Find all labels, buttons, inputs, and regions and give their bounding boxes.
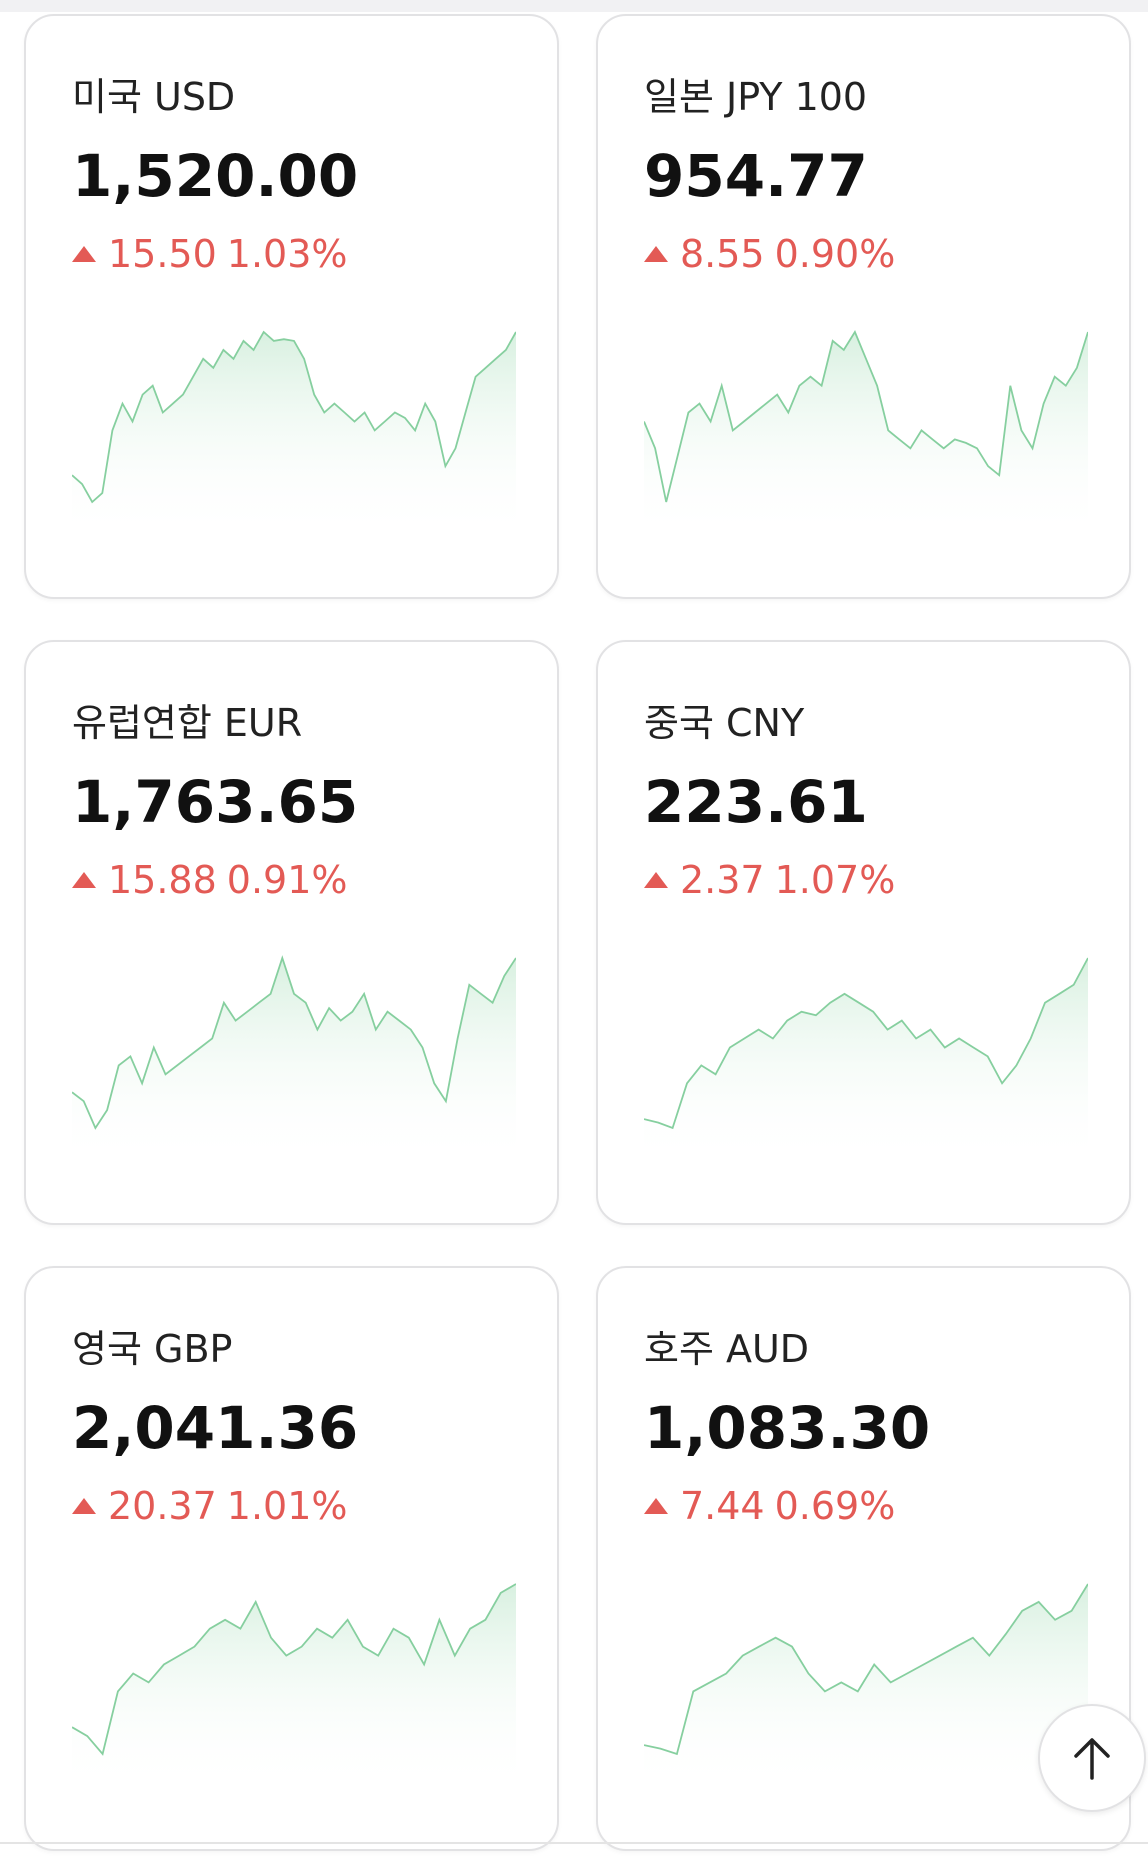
change-amount: 7.44 (680, 1484, 765, 1528)
arrow-up-icon (1074, 1738, 1110, 1780)
currency-name: 영국 GBP (72, 1327, 233, 1371)
change-percent: 1.01% (226, 1484, 348, 1528)
rate-change: 15.50 1.03% (72, 232, 348, 276)
exchange-rate: 2,041.36 (72, 1394, 359, 1462)
up-icon (644, 246, 668, 262)
sparkline-line (72, 1583, 516, 1756)
sparkline (72, 330, 516, 538)
rate-change: 8.55 0.90% (644, 232, 895, 276)
sparkline-line (72, 955, 516, 1130)
currency-name: 미국 USD (72, 75, 236, 119)
exchange-rate: 1,763.65 (72, 768, 359, 836)
change-amount: 15.50 (108, 232, 217, 276)
rate-change: 15.88 0.91% (72, 858, 348, 902)
sparkline-area (644, 1584, 1088, 1790)
currency-card[interactable]: 중국 CNY 223.61 2.37 1.07% (596, 640, 1131, 1225)
sparkline-area (72, 958, 516, 1164)
sparkline (644, 330, 1088, 538)
currency-name: 유럽연합 EUR (72, 701, 303, 745)
top-band (0, 0, 1148, 12)
rate-change: 7.44 0.69% (644, 1484, 895, 1528)
sparkline (644, 1583, 1088, 1790)
change-percent: 1.03% (226, 232, 348, 276)
currency-card[interactable]: 유럽연합 EUR 1,763.65 15.88 0.91% (24, 640, 559, 1225)
sparkline-area (72, 1584, 516, 1790)
sparkline (72, 955, 516, 1164)
change-percent: 1.07% (774, 858, 896, 902)
change-amount: 2.37 (680, 858, 765, 902)
change-percent: 0.69% (774, 1484, 896, 1528)
change-percent: 0.91% (226, 858, 348, 902)
sparkline-area (644, 958, 1088, 1164)
scroll-top-button[interactable] (1038, 1704, 1146, 1812)
sparkline (72, 1583, 516, 1790)
currency-name: 일본 JPY 100 (644, 75, 868, 119)
currency-name: 중국 CNY (644, 701, 805, 745)
sparkline (644, 957, 1088, 1164)
up-icon (644, 872, 668, 888)
currency-card[interactable]: 영국 GBP 2,041.36 20.37 1.01% (24, 1266, 559, 1851)
sparkline-line (644, 957, 1088, 1130)
exchange-rate: 1,083.30 (644, 1394, 931, 1462)
exchange-rate: 223.61 (644, 768, 868, 836)
change-amount: 8.55 (680, 232, 765, 276)
sparkline-line (72, 330, 516, 504)
sparkline-line (644, 1583, 1088, 1756)
currency-name: 호주 AUD (644, 1327, 810, 1371)
divider (0, 1842, 1148, 1844)
sparkline-area (72, 332, 516, 538)
up-icon (72, 1498, 96, 1514)
up-icon (72, 246, 96, 262)
exchange-rate: 1,520.00 (72, 142, 359, 210)
exchange-rate: 954.77 (644, 142, 868, 210)
sparkline-line (644, 330, 1088, 503)
change-amount: 20.37 (108, 1484, 217, 1528)
up-icon (72, 872, 96, 888)
up-icon (644, 1498, 668, 1514)
currency-card[interactable]: 미국 USD 1,520.00 15.50 1.03% (24, 14, 559, 599)
rate-change: 20.37 1.01% (72, 1484, 348, 1528)
change-amount: 15.88 (108, 858, 217, 902)
rate-change: 2.37 1.07% (644, 858, 895, 902)
currency-card[interactable]: 일본 JPY 100 954.77 8.55 0.90% (596, 14, 1131, 599)
change-percent: 0.90% (774, 232, 896, 276)
sparkline-area (644, 332, 1088, 538)
